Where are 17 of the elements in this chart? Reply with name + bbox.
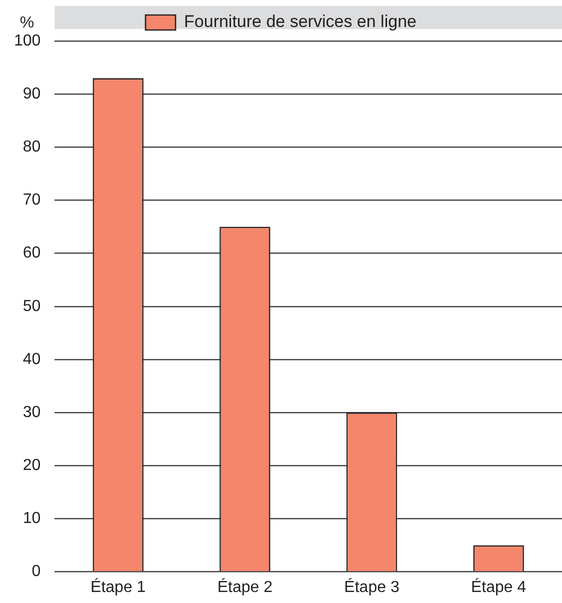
x-tick-label: Étape 1 <box>90 578 146 596</box>
y-tick-label: 90 <box>22 85 41 102</box>
y-tick-label: 80 <box>22 138 41 156</box>
y-tick-label: 60 <box>22 244 41 262</box>
x-tick-label: Étape 4 <box>471 578 526 596</box>
x-tick-label: Étape 2 <box>217 578 273 596</box>
y-tick-label: 10 <box>22 510 41 528</box>
y-axis-title: % <box>20 14 34 32</box>
y-tick-label: 100 <box>14 32 41 50</box>
y-tick-label: 20 <box>22 457 41 474</box>
y-tick-label: 30 <box>22 404 41 421</box>
y-tick-label: 50 <box>22 298 41 315</box>
y-tick-label: 0 <box>32 563 41 580</box>
x-tick-label: Étape 3 <box>344 578 400 596</box>
y-tick-label: 70 <box>22 192 41 209</box>
y-tick-label: 40 <box>22 350 41 368</box>
legend-label: Fourniture de services en ligne <box>184 12 416 32</box>
